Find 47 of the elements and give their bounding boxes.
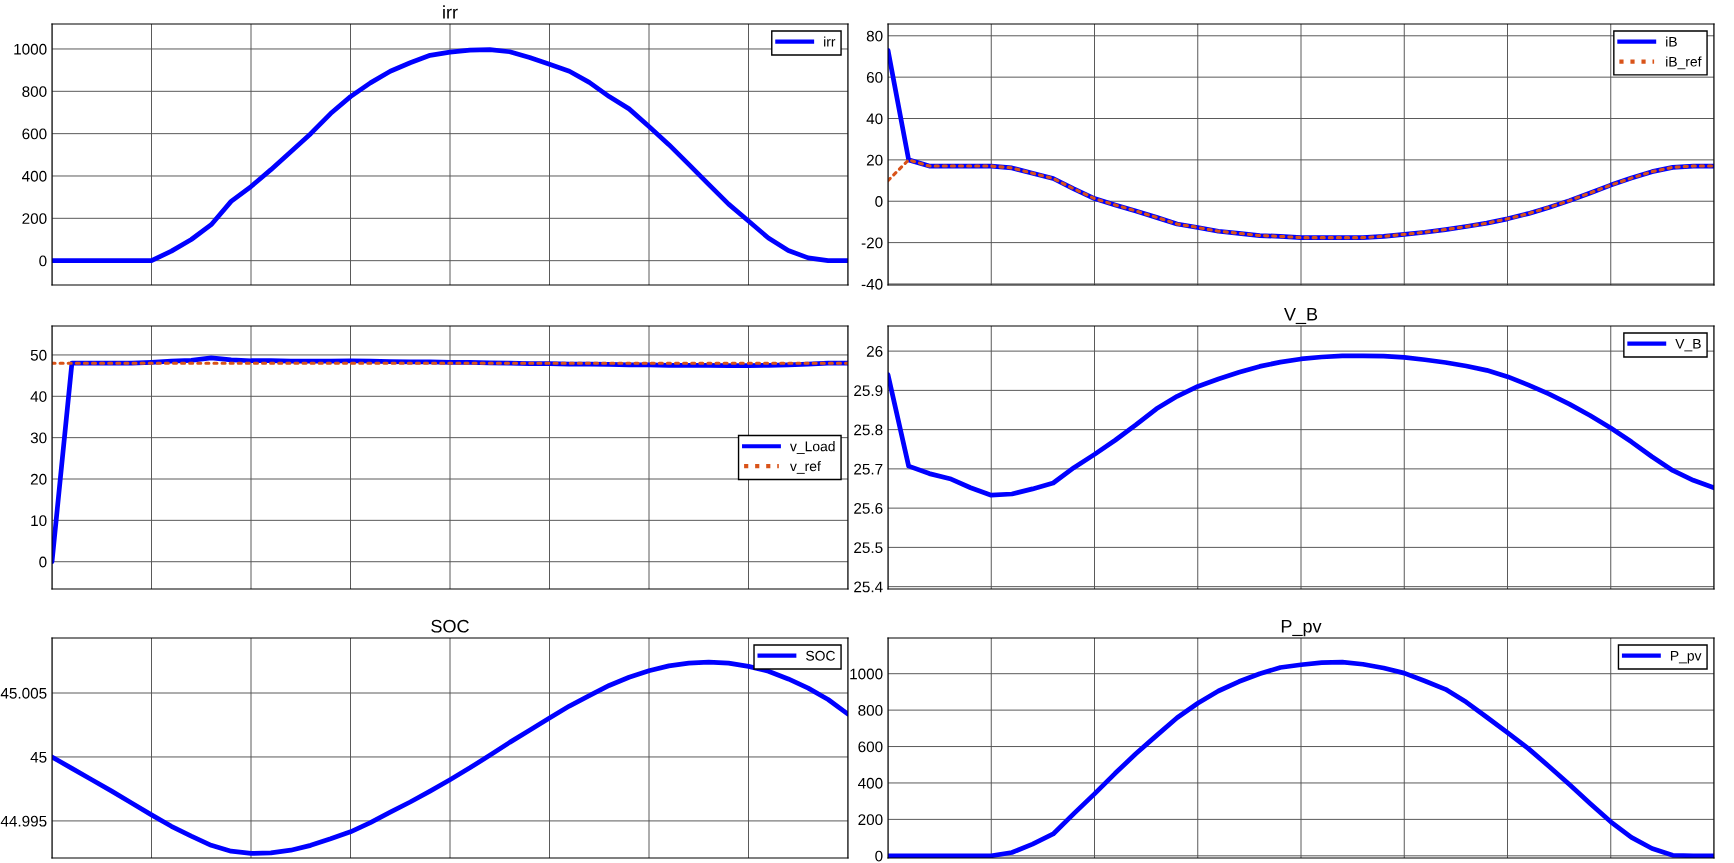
y-tick-label: 40 bbox=[30, 391, 47, 402]
legend-label: SOC bbox=[806, 650, 835, 661]
legend-label: v_Load bbox=[789, 441, 835, 454]
chart-title: P_pv bbox=[1281, 620, 1322, 637]
legend-label: P_pv bbox=[1670, 651, 1702, 664]
y-tick-label: 25.9 bbox=[854, 385, 883, 397]
y-tick-label: 800 bbox=[858, 704, 883, 716]
y-tick-label: 400 bbox=[22, 170, 47, 182]
y-tick-label: 25.5 bbox=[854, 542, 883, 554]
y-tick-label: 600 bbox=[22, 128, 47, 140]
y-tick-label: 40 bbox=[866, 113, 883, 125]
y-tick-label: 0 bbox=[875, 850, 883, 862]
y-tick-label: 45 bbox=[30, 751, 47, 763]
y-tick-label: 10 bbox=[31, 515, 47, 527]
y-tick-label: 30 bbox=[30, 432, 47, 444]
legend-label: v_ref bbox=[789, 460, 821, 474]
chart-title: irr bbox=[443, 5, 458, 19]
chart-title: V_B bbox=[1284, 308, 1318, 325]
y-tick-label: 25.6 bbox=[854, 503, 883, 514]
legend-label: irr bbox=[824, 36, 836, 47]
y-tick-label: 200 bbox=[22, 213, 47, 225]
y-tick-label: 50 bbox=[30, 349, 47, 361]
y-tick-label: 20 bbox=[866, 154, 883, 166]
y-tick-label: 60 bbox=[866, 72, 883, 83]
legend-label: V_B bbox=[1675, 339, 1701, 352]
y-tick-label: 25.8 bbox=[854, 424, 883, 436]
y-tick-label: 1000 bbox=[14, 43, 47, 55]
y-tick-label: 80 bbox=[866, 30, 883, 42]
y-tick-label: 0 bbox=[39, 255, 47, 267]
y-tick-label: 26 bbox=[866, 345, 883, 357]
y-tick-label: 25.7 bbox=[854, 463, 883, 475]
y-tick-label: 600 bbox=[858, 741, 883, 753]
y-tick-label: -20 bbox=[861, 237, 883, 249]
y-tick-label: 400 bbox=[858, 777, 883, 789]
y-tick-label: 45.005 bbox=[0, 687, 47, 699]
legend-label: iB_ref bbox=[1666, 56, 1702, 70]
y-tick-label: 0 bbox=[39, 556, 47, 568]
y-tick-label: 20 bbox=[30, 473, 47, 485]
y-tick-label: -40 bbox=[861, 278, 883, 290]
y-tick-label: 800 bbox=[22, 86, 47, 97]
chart-title: SOC bbox=[431, 619, 469, 633]
y-tick-label: 0 bbox=[875, 196, 883, 207]
y-tick-label: 200 bbox=[858, 814, 883, 826]
legend-label: iB bbox=[1666, 36, 1677, 47]
y-tick-label: 44.995 bbox=[0, 815, 47, 827]
y-tick-label: 25.4 bbox=[854, 581, 883, 593]
y-tick-label: 1000 bbox=[850, 668, 883, 680]
